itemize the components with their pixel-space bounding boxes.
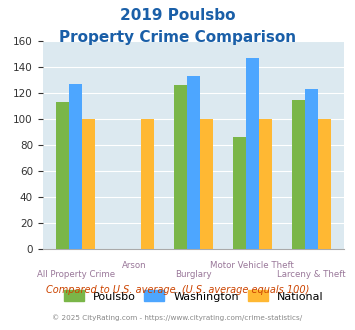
Bar [233,137,246,249]
Text: Motor Vehicle Theft: Motor Vehicle Theft [211,261,294,270]
Text: Burglary: Burglary [175,270,212,279]
Bar [141,119,154,249]
Bar [56,102,69,249]
Bar [305,89,318,249]
Bar [200,119,213,249]
Bar [187,76,200,249]
Text: 2019 Poulsbo: 2019 Poulsbo [120,8,235,23]
Bar [259,119,272,249]
Text: Compared to U.S. average. (U.S. average equals 100): Compared to U.S. average. (U.S. average … [46,285,309,295]
Legend: Poulsbo, Washington, National: Poulsbo, Washington, National [59,286,328,306]
Bar [246,58,259,249]
Bar [174,85,187,249]
Bar [69,84,82,249]
Bar [318,119,331,249]
Text: All Property Crime: All Property Crime [37,270,115,279]
Text: Property Crime Comparison: Property Crime Comparison [59,30,296,45]
Bar [82,119,95,249]
Text: © 2025 CityRating.com - https://www.cityrating.com/crime-statistics/: © 2025 CityRating.com - https://www.city… [53,314,302,321]
Text: Larceny & Theft: Larceny & Theft [277,270,345,279]
Bar [292,100,305,249]
Text: Arson: Arson [122,261,147,270]
